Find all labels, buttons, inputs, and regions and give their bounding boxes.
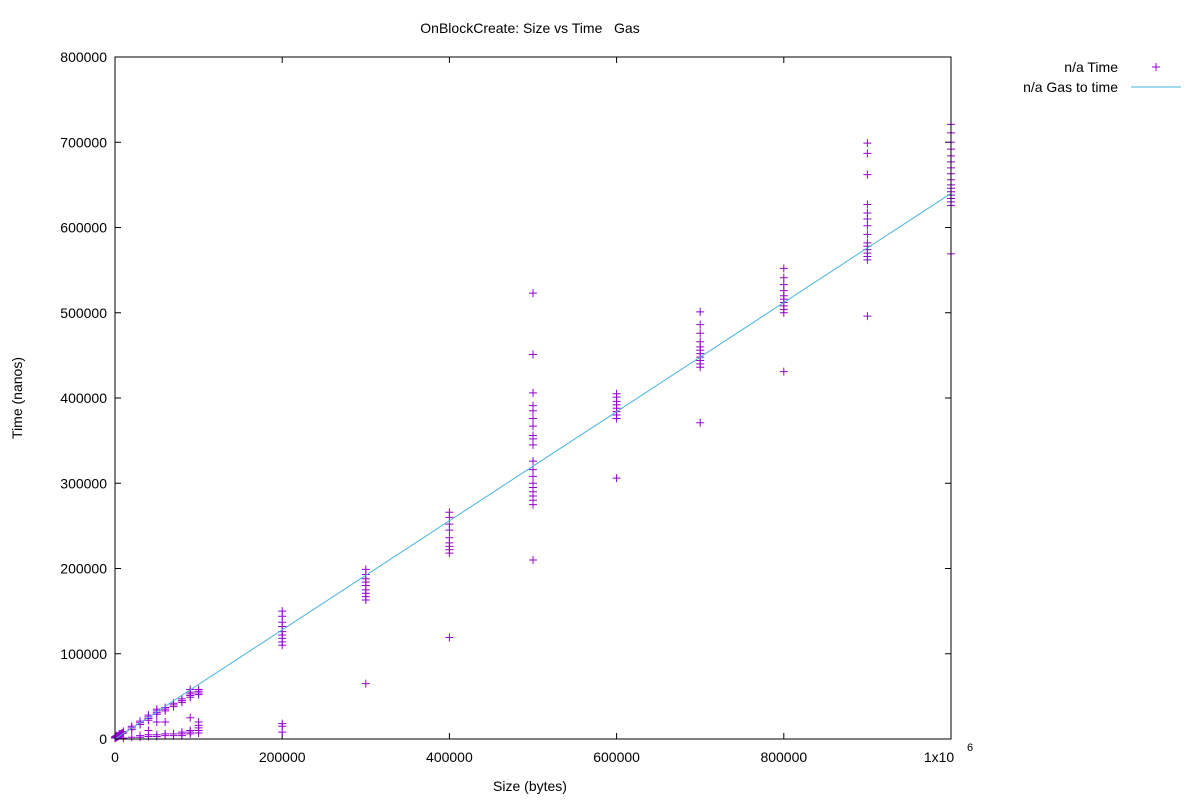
y-tick-label: 0 <box>99 731 107 747</box>
x-tick-label: 600000 <box>593 749 640 765</box>
time-point <box>863 139 872 148</box>
y-axis-label: Time (nanos) <box>9 357 25 439</box>
time-point <box>529 457 537 466</box>
time-point <box>863 312 872 321</box>
legend-marker-time <box>1152 63 1160 71</box>
time-point <box>127 733 136 742</box>
time-point <box>186 726 195 735</box>
y-tick-label: 400000 <box>60 390 107 406</box>
time-point <box>863 221 872 230</box>
y-tick-label: 700000 <box>60 134 107 150</box>
time-point <box>529 431 537 440</box>
time-point <box>144 726 153 735</box>
time-point <box>186 713 195 722</box>
time-point <box>152 717 161 726</box>
time-point <box>863 238 872 247</box>
time-point <box>529 422 537 431</box>
x-tick-label: 1x10 <box>924 749 955 765</box>
time-point <box>161 729 170 738</box>
y-tick-label: 300000 <box>60 475 107 491</box>
time-point <box>361 679 370 688</box>
time-point <box>445 508 454 517</box>
time-point <box>612 389 621 398</box>
y-tick-label: 200000 <box>60 561 107 577</box>
x-tick-exponent: 6 <box>967 742 973 754</box>
legend-label-time: n/a Time <box>1064 59 1118 75</box>
y-tick-label: 500000 <box>60 305 107 321</box>
time-point <box>529 401 537 410</box>
y-tick-label: 600000 <box>60 220 107 236</box>
time-point <box>278 728 287 737</box>
time-point <box>863 230 872 239</box>
x-axis-label: Size (bytes) <box>493 778 567 794</box>
time-point <box>361 565 370 574</box>
legend: n/a Time n/a Gas to time <box>1023 59 1181 95</box>
time-point <box>445 633 454 642</box>
time-point <box>177 694 186 703</box>
time-point <box>863 149 872 158</box>
chart-title: OnBlockCreate: Size vs Time Gas <box>420 20 639 36</box>
time-point <box>445 533 454 542</box>
time-point <box>696 320 705 329</box>
time-point <box>696 329 705 338</box>
time-point <box>779 264 788 273</box>
gas-to-time-line <box>114 192 952 740</box>
time-point <box>177 728 186 737</box>
time-point <box>529 479 537 488</box>
time-point <box>278 607 287 616</box>
time-point <box>863 209 872 218</box>
time-point <box>152 730 161 739</box>
plot-frame <box>114 56 952 740</box>
time-point <box>696 307 705 316</box>
time-point <box>529 472 537 481</box>
legend-label-gas: n/a Gas to time <box>1023 79 1118 95</box>
time-point <box>119 734 128 743</box>
time-point <box>612 474 621 483</box>
time-point <box>779 280 788 289</box>
y-tick-label: 800000 <box>60 49 107 65</box>
x-tick-label: 800000 <box>760 749 807 765</box>
time-point <box>863 200 872 209</box>
time-point <box>529 289 537 298</box>
time-point <box>136 731 145 740</box>
time-point <box>529 414 537 423</box>
time-point <box>169 729 178 738</box>
x-tick-label: 400000 <box>426 749 473 765</box>
time-point <box>194 717 203 726</box>
time-point <box>863 170 872 179</box>
time-point <box>779 273 788 282</box>
time-point <box>445 520 454 529</box>
x-tick-label: 200000 <box>259 749 306 765</box>
y-tick-label: 100000 <box>60 646 107 662</box>
time-point <box>779 367 788 376</box>
time-point <box>529 350 537 359</box>
time-point <box>278 719 287 728</box>
time-point <box>529 555 537 564</box>
time-point <box>161 717 170 726</box>
time-point <box>529 465 537 474</box>
time-point <box>529 388 537 397</box>
time-point <box>194 685 203 694</box>
axes: 0 100000 200000 300000 400000 500000 600000 700… <box>60 49 954 765</box>
data-layer <box>111 120 955 743</box>
time-point <box>696 337 705 346</box>
x-tick-label: 0 <box>111 749 119 765</box>
time-point <box>696 418 705 427</box>
